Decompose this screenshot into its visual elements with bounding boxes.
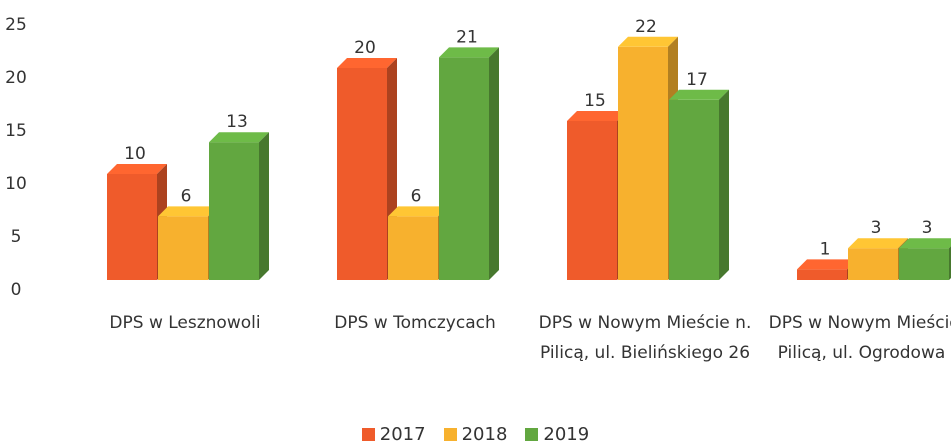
bar-side (489, 47, 499, 281)
bar-front (797, 269, 847, 280)
x-tick-label: DPS w Nowym Mieście n. Pilicą, ul. Ogrod… (768, 313, 951, 363)
bar-front (618, 46, 668, 280)
data-label: 3 (922, 218, 933, 238)
bar (209, 132, 269, 280)
bar-front (107, 174, 157, 280)
bar (337, 58, 397, 280)
bar-top (439, 47, 499, 58)
data-label: 6 (411, 186, 422, 206)
data-label: 3 (871, 218, 882, 238)
x-tick-label: DPS w Tomczycach (334, 313, 496, 333)
data-label: 22 (635, 17, 657, 37)
bar-top (107, 164, 167, 174)
y-tick-label: 25 (5, 15, 27, 35)
bar-front (899, 248, 949, 280)
legend-swatch (525, 428, 539, 441)
bar-top (209, 132, 269, 143)
bar-top (899, 238, 951, 249)
bar (899, 238, 951, 280)
bar-side (259, 132, 269, 280)
legend-label: 2018 (461, 424, 508, 445)
bar-front (158, 216, 208, 280)
data-label: 6 (181, 186, 192, 206)
bar-side (719, 89, 729, 280)
bar-top (158, 206, 218, 217)
legend-label: 2017 (379, 424, 426, 445)
y-tick-label: 10 (5, 174, 27, 194)
data-label: 17 (686, 70, 708, 90)
bar-top (337, 58, 397, 68)
data-label: 13 (226, 112, 248, 132)
legend-item: 2018 (443, 424, 508, 445)
bar-top (848, 238, 908, 249)
bar-top (669, 89, 729, 100)
bar-front (209, 142, 259, 280)
bar-front (388, 216, 438, 280)
bar-top (567, 111, 627, 121)
legend-item: 2019 (525, 424, 589, 445)
x-tick-label: DPS w Lesznowoli (109, 313, 261, 333)
bar-front (669, 99, 719, 280)
legend-item: 2017 (361, 424, 426, 445)
legend-label: 2019 (543, 424, 590, 445)
bar-top (797, 259, 857, 270)
bar-top (618, 36, 678, 47)
bar-top (388, 206, 448, 217)
y-tick-label: 20 (5, 68, 27, 88)
data-label: 10 (124, 144, 146, 164)
legend-swatch (361, 428, 375, 441)
data-label: 20 (354, 38, 376, 58)
bar-front (567, 121, 617, 280)
data-label: 21 (456, 27, 478, 47)
x-tick-label: DPS w Nowym Mieście n. Pilicą, ul. Bieli… (538, 313, 752, 363)
bar (669, 89, 729, 280)
bar-front (439, 57, 489, 281)
y-tick-label: 5 (11, 227, 22, 247)
legend-swatch (443, 428, 457, 441)
y-tick-label: 15 (5, 121, 27, 141)
data-label: 1 (820, 239, 831, 259)
bar (439, 47, 499, 281)
bar-front (848, 248, 898, 280)
legend: 2017 2018 2019 (0, 424, 951, 445)
bar-front (337, 68, 387, 280)
data-label: 15 (584, 91, 606, 111)
y-tick-label: 0 (11, 280, 22, 300)
